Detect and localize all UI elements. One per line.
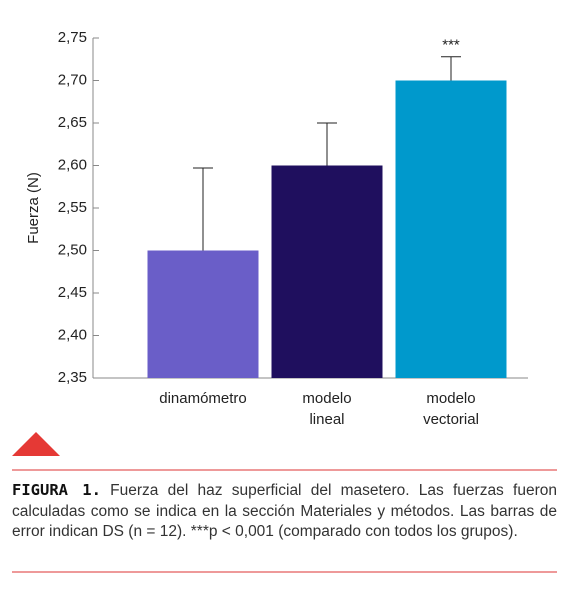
y-tick-label: 2,70 — [58, 71, 87, 88]
y-tick-label: 2,45 — [58, 284, 87, 301]
x-tick-label: modelo vectorial — [423, 390, 479, 428]
x-tick-label: modelo lineal — [302, 390, 352, 428]
bar — [395, 80, 507, 378]
bar — [271, 165, 383, 378]
y-tick-label: 2,60 — [58, 156, 87, 173]
y-tick-label: 2,65 — [58, 114, 87, 131]
bar — [147, 250, 259, 378]
caption-text: Fuerza del haz superficial del masetero.… — [12, 482, 557, 540]
y-tick-label: 2,55 — [58, 199, 87, 216]
y-tick-label: 2,75 — [58, 29, 87, 46]
y-tick-label: 2,50 — [58, 241, 87, 258]
caption: FIGURA 1. Fuerza del haz superficial del… — [12, 480, 557, 543]
x-tick-label: dinamómetro — [159, 390, 247, 407]
y-tick-label: 2,40 — [58, 326, 87, 343]
decor-triangle — [12, 432, 60, 456]
y-axis-label: Fuerza (N) — [25, 172, 42, 244]
annotation: *** — [442, 37, 460, 54]
y-tick-label: 2,35 — [58, 369, 87, 386]
caption-label: FIGURA 1. — [12, 481, 101, 499]
